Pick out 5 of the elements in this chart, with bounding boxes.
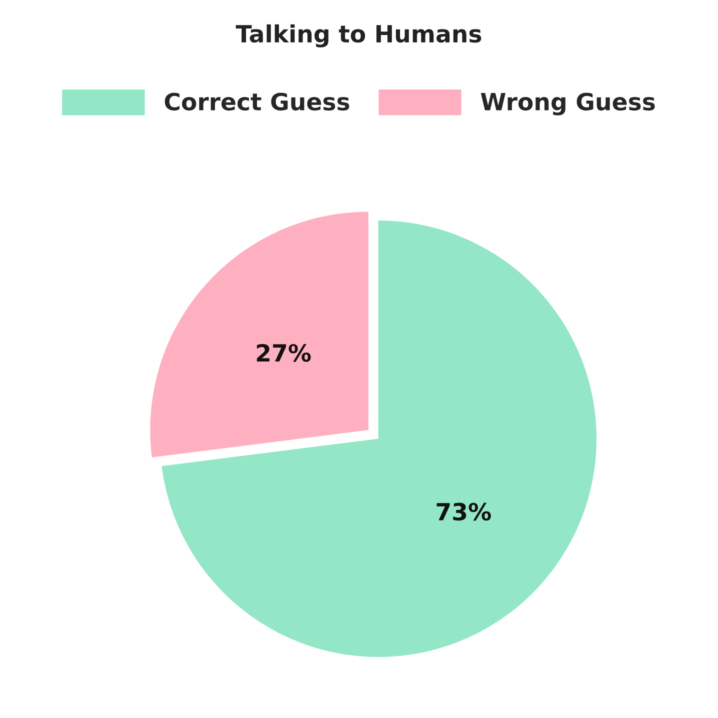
chart-title: Talking to Humans	[236, 24, 482, 48]
legend-label: Wrong Guess	[480, 92, 655, 116]
data-label: 73%	[436, 502, 491, 521]
legend-label: Correct Guess	[164, 92, 350, 111]
data-label: 27%	[256, 344, 311, 362]
